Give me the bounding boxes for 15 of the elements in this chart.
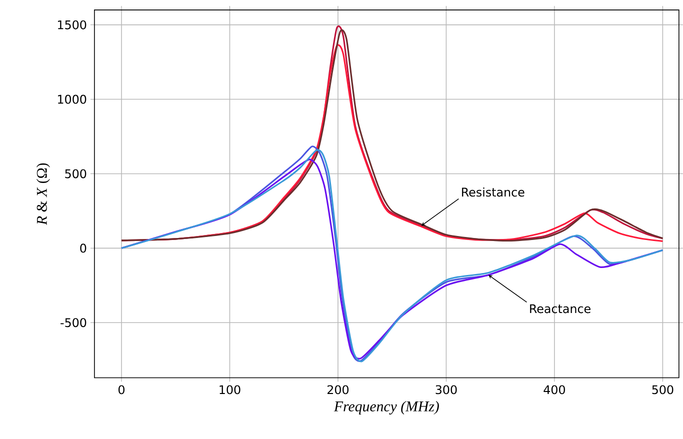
y-tick-label: 0 [80, 244, 86, 252]
y-tick-label: 1000 [58, 94, 86, 104]
x-tick-label: 300 [436, 385, 457, 394]
x-tick-label: 400 [544, 385, 565, 394]
y-tick-label: 1500 [58, 20, 86, 30]
annotation: Resistance [462, 187, 524, 196]
x-axis-title: Frequency (MHz) [334, 400, 439, 414]
x-tick-label: 100 [220, 385, 240, 394]
y-axis-title: R & X (Ω) [36, 163, 50, 225]
x-tick-label: 0 [118, 385, 124, 394]
x-tick-label: 500 [652, 385, 674, 394]
x-tick-label: 200 [328, 385, 349, 394]
y-tick-label: -500 [60, 318, 86, 327]
annotation: Reactance [530, 304, 590, 314]
y-tick-label: 500 [65, 169, 86, 178]
